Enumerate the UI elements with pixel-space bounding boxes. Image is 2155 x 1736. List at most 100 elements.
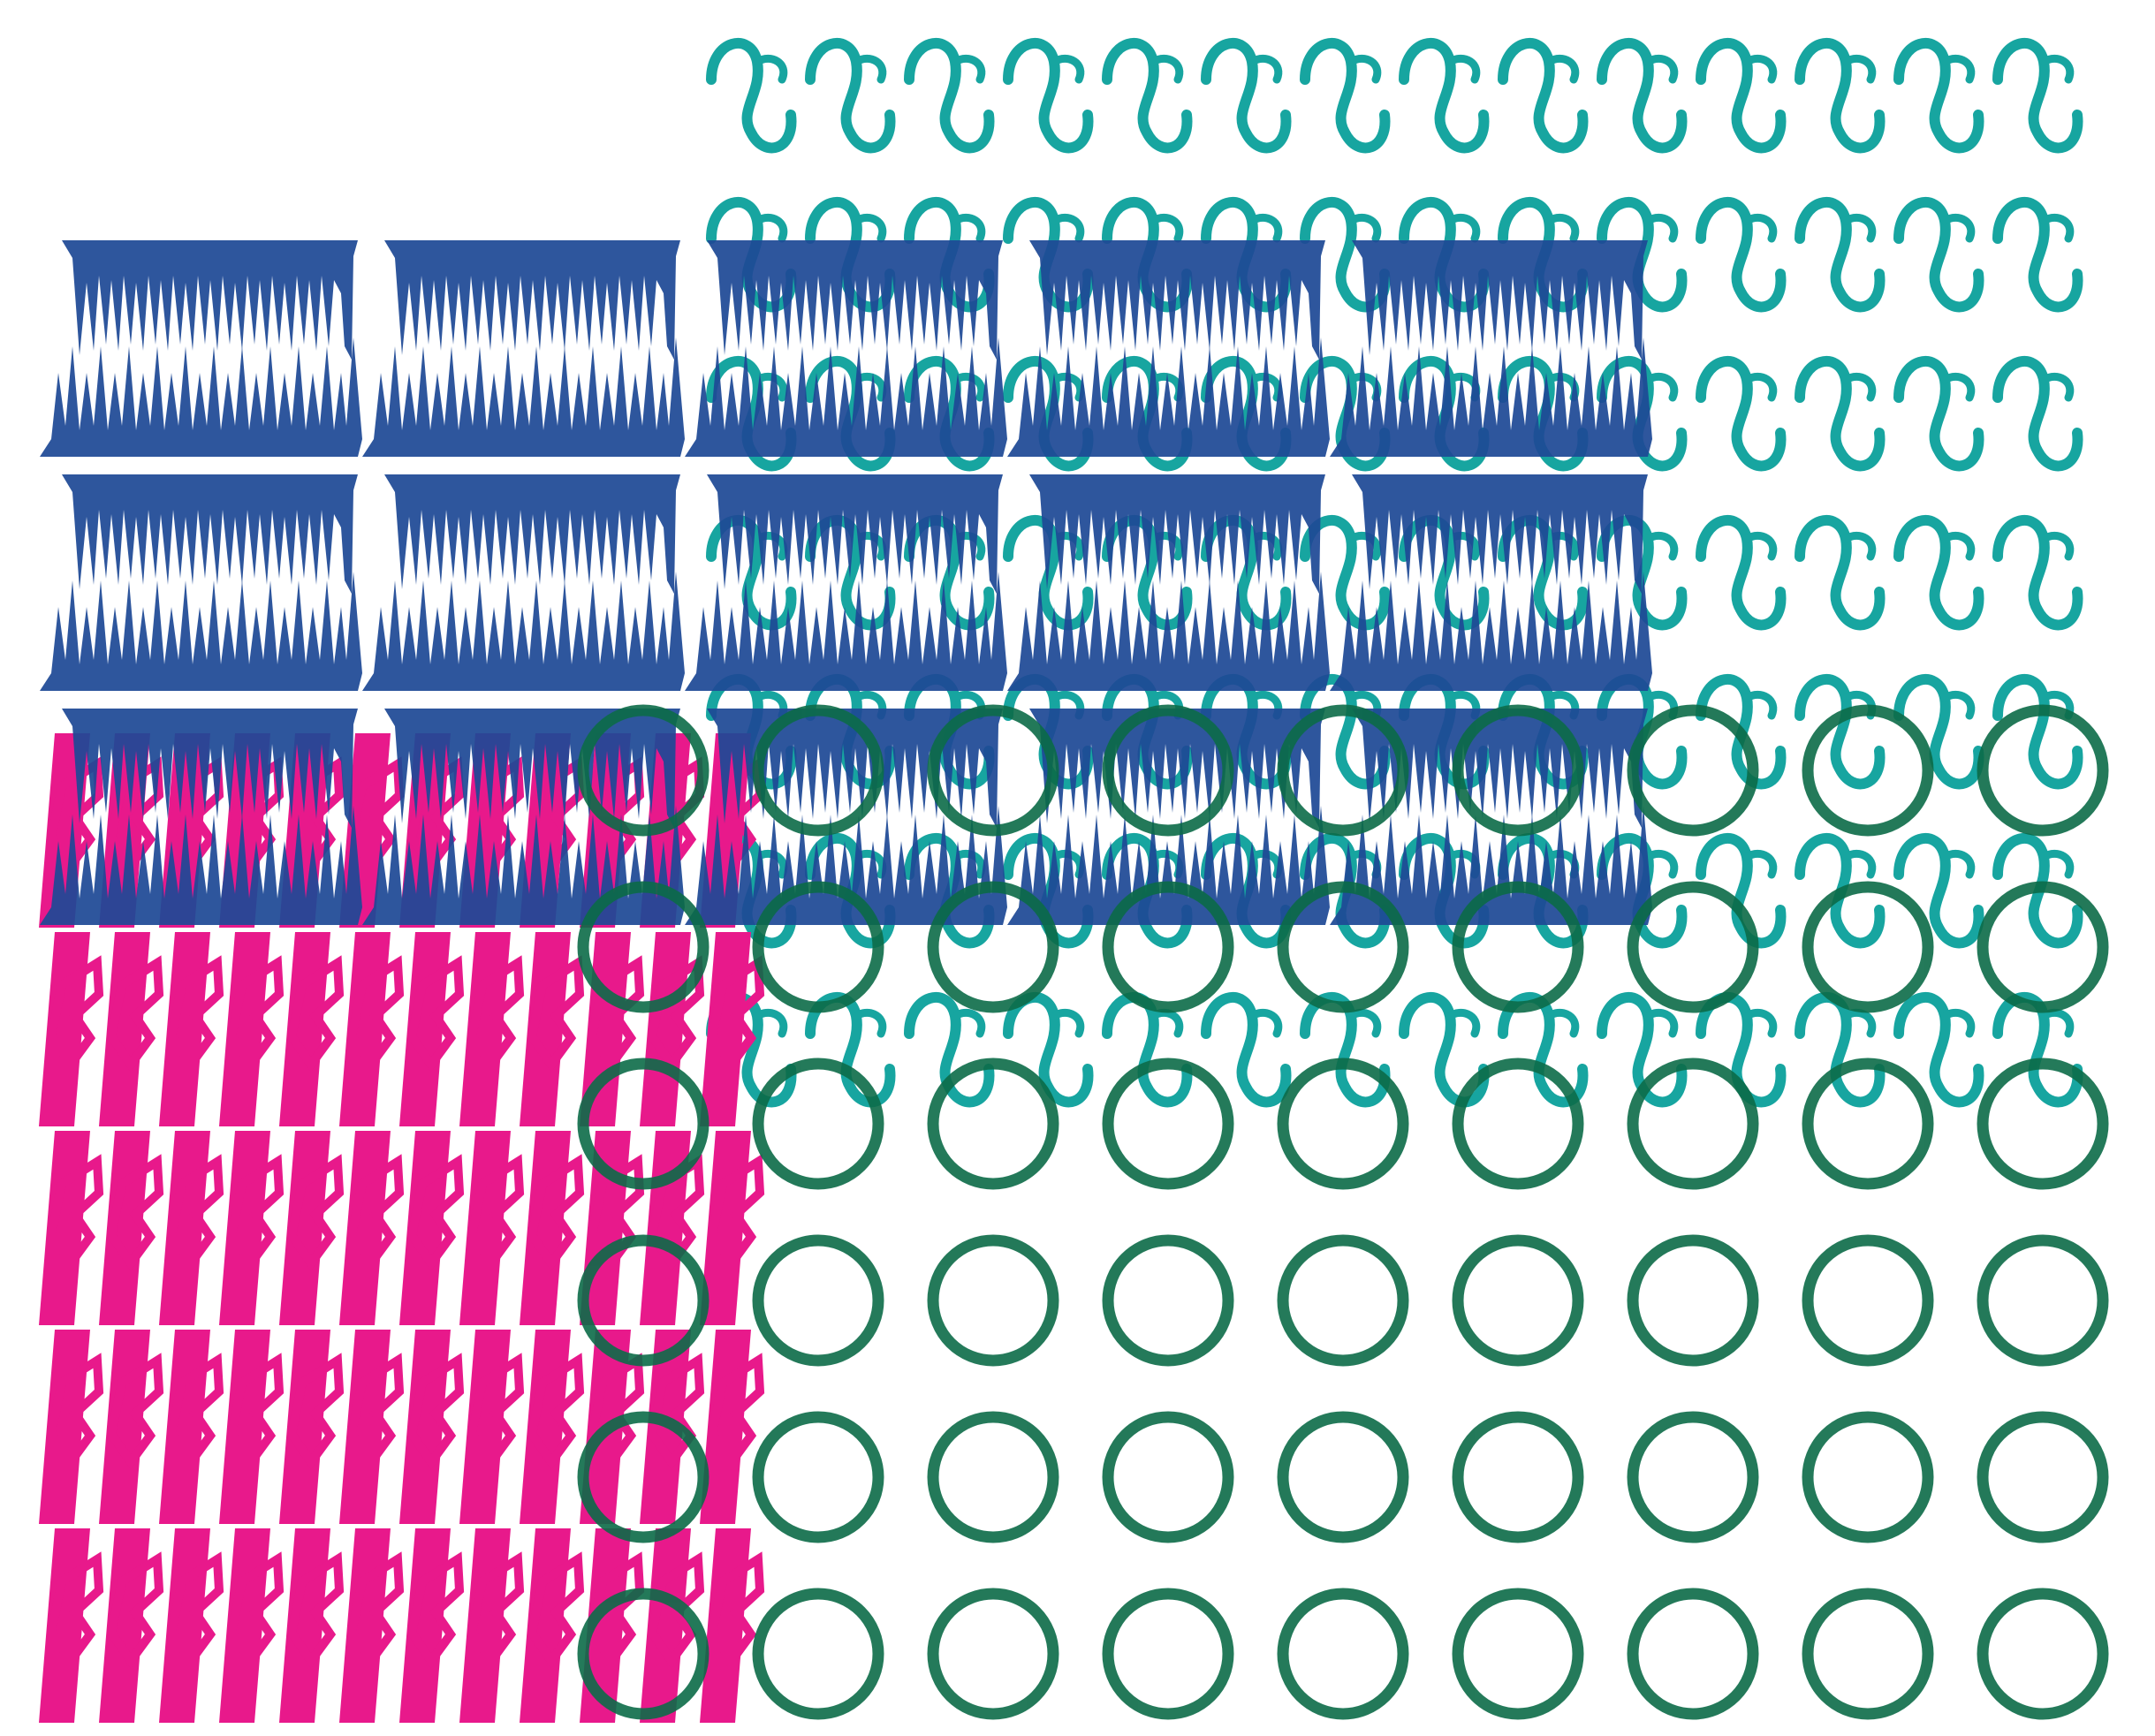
magenta-glyph: [99, 1528, 159, 1723]
teal-swirl: [1899, 43, 1978, 148]
teal-swirl: [810, 43, 890, 148]
teal-swirl: [1602, 43, 1681, 148]
teal-swirl: [810, 997, 890, 1102]
green-ring: [1977, 704, 2109, 837]
green-ring: [927, 1234, 1059, 1367]
green-ring: [577, 1234, 709, 1367]
green-ring: [752, 1234, 884, 1367]
green-ring: [577, 1588, 709, 1720]
green-ring: [577, 1058, 709, 1190]
magenta-glyph: [39, 1528, 99, 1723]
magenta-glyph: [459, 1330, 520, 1524]
green-ring: [752, 1588, 884, 1720]
green-ring: [1802, 881, 1934, 1013]
magenta-glyph: [159, 932, 219, 1126]
green-ring: [1102, 1058, 1234, 1190]
teal-swirl: [1305, 997, 1385, 1102]
teal-swirl: [1800, 520, 1879, 625]
blue-comb: [1330, 474, 1652, 691]
teal-swirl: [1008, 43, 1088, 148]
blue-comb: [1007, 474, 1330, 691]
green-ring: [1277, 881, 1409, 1013]
green-ring: [1977, 1234, 2109, 1367]
green-ring: [1277, 1058, 1409, 1190]
magenta-glyph: [520, 1330, 580, 1524]
magenta-glyph: [399, 1528, 459, 1723]
teal-swirl: [1800, 43, 1879, 148]
teal-swirl: [1998, 997, 2077, 1102]
teal-swirl: [1899, 202, 1978, 307]
magenta-glyph: [279, 932, 339, 1126]
magenta-glyph: [339, 932, 399, 1126]
magenta-glyph: [219, 932, 279, 1126]
teal-swirl-pattern: [711, 43, 2077, 1102]
green-ring: [1277, 1234, 1409, 1367]
green-ring: [577, 1411, 709, 1543]
magenta-glyph: [459, 1131, 520, 1325]
green-ring: [1452, 1234, 1584, 1367]
teal-swirl: [1107, 43, 1187, 148]
teal-swirl: [711, 43, 791, 148]
magenta-glyph: [219, 1131, 279, 1325]
magenta-glyph: [99, 932, 159, 1126]
teal-swirl: [1800, 202, 1879, 307]
green-ring: [1977, 1058, 2109, 1190]
magenta-glyph: [459, 1528, 520, 1723]
magenta-glyph: [520, 932, 580, 1126]
teal-swirl: [1701, 361, 1780, 466]
blue-comb: [685, 240, 1007, 457]
magenta-glyph: [159, 1528, 219, 1723]
teal-swirl: [1800, 997, 1879, 1102]
magenta-glyph: [39, 1131, 99, 1325]
teal-swirl: [1998, 679, 2077, 784]
magenta-glyph: [399, 1330, 459, 1524]
teal-swirl: [1998, 361, 2077, 466]
teal-swirl: [1998, 520, 2077, 625]
blue-comb: [1007, 240, 1330, 457]
teal-swirl: [1305, 43, 1385, 148]
magenta-glyph: [399, 932, 459, 1126]
teal-swirl: [1998, 43, 2077, 148]
green-ring: [1802, 1588, 1934, 1720]
magenta-glyph: [459, 932, 520, 1126]
teal-swirl: [1998, 202, 2077, 307]
teal-swirl: [1899, 520, 1978, 625]
green-ring: [1277, 1588, 1409, 1720]
green-ring: [1627, 1588, 1759, 1720]
green-ring: [1277, 1411, 1409, 1543]
magenta-glyph: [339, 1131, 399, 1325]
green-ring: [1452, 704, 1584, 837]
teal-swirl: [1701, 202, 1780, 307]
green-ring: [1452, 881, 1584, 1013]
green-ring: [1627, 1234, 1759, 1367]
green-ring: [1627, 1411, 1759, 1543]
teal-swirl: [1899, 361, 1978, 466]
teal-swirl: [1206, 43, 1286, 148]
green-ring: [752, 881, 884, 1013]
magenta-glyph: [399, 1131, 459, 1325]
green-ring: [1102, 1411, 1234, 1543]
green-ring: [1452, 1058, 1584, 1190]
green-ring: [1977, 1588, 2109, 1720]
green-ring: [577, 881, 709, 1013]
magenta-glyph: [279, 1528, 339, 1723]
magenta-glyph: [219, 1528, 279, 1723]
green-ring: [927, 1411, 1059, 1543]
magenta-glyph: [39, 1330, 99, 1524]
green-ring: [1102, 881, 1234, 1013]
magenta-glyph: [219, 1330, 279, 1524]
green-ring: [1802, 1411, 1934, 1543]
green-ring: [1452, 1588, 1584, 1720]
magenta-glyph: [279, 1131, 339, 1325]
magenta-glyph: [159, 1131, 219, 1325]
blue-comb: [362, 474, 685, 691]
magenta-glyph: [520, 1528, 580, 1723]
teal-swirl: [1503, 43, 1582, 148]
green-ring: [1977, 1411, 2109, 1543]
teal-swirl: [1899, 838, 1978, 943]
blue-comb: [362, 240, 685, 457]
teal-swirl: [1701, 43, 1780, 148]
magenta-glyph: [279, 1330, 339, 1524]
blue-comb: [1330, 240, 1652, 457]
green-ring: [1452, 1411, 1584, 1543]
